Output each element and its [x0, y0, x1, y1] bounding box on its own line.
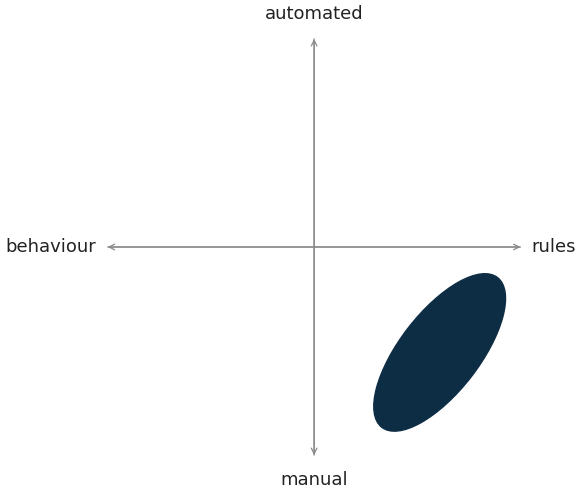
Text: manual: manual [281, 470, 348, 489]
Text: rules: rules [532, 238, 576, 256]
Text: behaviour: behaviour [6, 238, 97, 256]
Ellipse shape [374, 274, 506, 431]
Text: automated: automated [265, 5, 363, 24]
